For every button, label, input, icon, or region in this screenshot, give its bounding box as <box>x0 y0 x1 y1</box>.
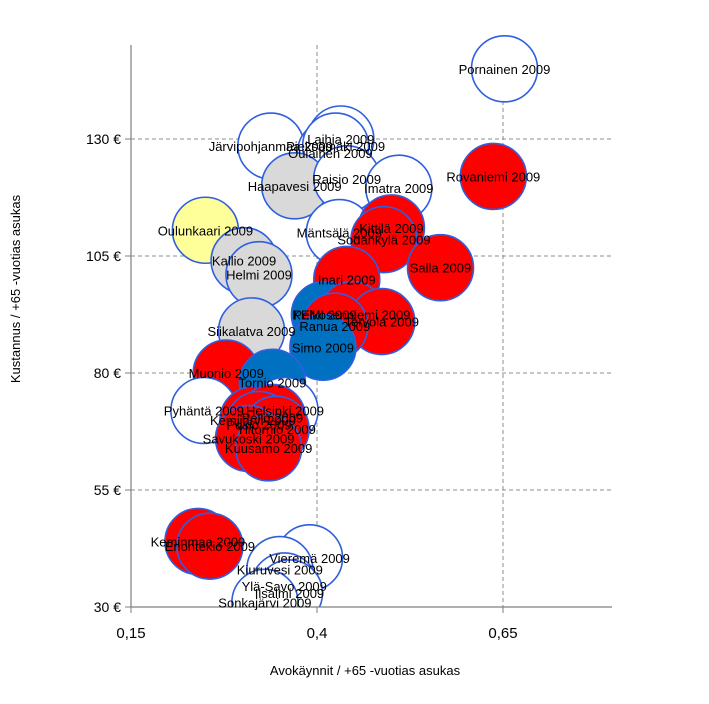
bubble-label-pieks-m-ki-2009: Pieksämäki 2009 <box>286 139 385 154</box>
x-tick-label: 0,4 <box>307 625 328 642</box>
bubble-label-kittil-2009: Kittilä 2009 <box>359 221 423 236</box>
bubble-label-pello-2009: Pello 2009 <box>242 410 303 425</box>
bubble-label-tervola-2009: Tervola 2009 <box>345 315 419 330</box>
x-tick-label: 0,15 <box>116 625 145 642</box>
bubble-sonkaj-rvi-2009 <box>231 568 299 607</box>
y-tick-label: 105 € <box>86 248 121 264</box>
bubble-label-simo-2009: Simo 2009 <box>292 340 354 355</box>
bubble-label-inari-2009: Inari 2009 <box>318 272 376 287</box>
bubble-label-ranua-2009: Ranua 2009 <box>299 319 370 334</box>
bubble-label-savukoski-2009: Savukoski 2009 <box>203 432 295 447</box>
bubble-enonteki-2009 <box>176 512 244 580</box>
bubble-label-raisio-2009: Raisio 2009 <box>312 172 381 187</box>
bubble-label-pyh-nt-2009: Pyhäntä 2009 <box>164 403 244 418</box>
x-tick-label: 0,65 <box>488 625 517 642</box>
bubble-pornainen-2009 <box>470 35 539 103</box>
bubble-label-vierem-2009: Vieremä 2009 <box>269 551 350 566</box>
bubble-simo-2009 <box>289 313 357 382</box>
bubble-label-kemij-rvi-2009: Kemijärvi 2009 <box>210 413 296 428</box>
y-tick-label: 55 € <box>94 482 121 498</box>
tick-labels: 30 € 55 € 80 € 105 € 130 € 0,15 0,4 0,65 <box>86 131 518 642</box>
y-tick-label: 80 € <box>94 365 121 381</box>
bubble-label-oulainen-2009: Oulainen 2009 <box>288 146 373 161</box>
bubble-label-kiuruvesi-2009: Kiuruvesi 2009 <box>237 563 323 578</box>
bubble-labels: Pornainen 2009 Järvipohjanmaa 2009Laihia … <box>151 62 551 611</box>
bubble-label-j-rvipohjanmaa-2009: Järvipohjanmaa 2009 <box>209 139 333 154</box>
bubble-label-pornainen-2009: Pornainen 2009 <box>459 62 551 77</box>
bubble-label-laihia-2009: Laihia 2009 <box>307 132 374 147</box>
bubble-label-oulunkaari-2009: Oulunkaari 2009 <box>158 223 253 238</box>
bubble-label-kemi-2009: KEMI 2009 <box>292 308 356 323</box>
bubble-label-helsinki-2009: Helsinki 2009 <box>246 403 324 418</box>
bubble-label-m-nts-l-2009: Mäntsälä 2009 <box>297 226 382 241</box>
axes <box>125 45 612 613</box>
bubble-label-muonio-2009: Muonio 2009 <box>189 366 264 381</box>
bubble-label-pelkosenniemi-2009: Pelkosenniemi 2009 <box>293 308 410 323</box>
bubble-salla-2009 <box>406 233 475 302</box>
bubble-kuusamo-2009 <box>234 414 303 482</box>
bubble-label-tornio-2009: Tornio 2009 <box>238 375 306 390</box>
bubble-label-haapavesi-2009: Haapavesi 2009 <box>248 179 342 194</box>
bubble-label-iisalmi-2009: Iisalmi 2009 <box>255 586 324 601</box>
bubble-label-kallio-2009: Kallio 2009 <box>212 254 276 269</box>
bubbles <box>164 35 539 607</box>
bubble-label-enonteki-2009: Enontekiö 2009 <box>165 539 255 554</box>
bubble-label-siikalatva-2009: Siikalatva 2009 <box>207 324 295 339</box>
y-axis-title: Kustannus / +65 -vuotias asukas <box>8 194 23 383</box>
bubble-label-sonkaj-rvi-2009: Sonkajärvi 2009 <box>218 595 311 610</box>
bubble-label-helmi-2009: Helmi 2009 <box>226 268 292 283</box>
bubble-label-salla-2009: Salla 2009 <box>410 261 471 276</box>
x-axis-title: Avokäynnit / +65 -vuotias asukas <box>270 663 461 678</box>
bubble-label-ylitornio-2009: Ylitornio 2009 <box>236 422 316 437</box>
bubble-label-yl-savo-2009: Ylä-Savo 2009 <box>242 579 327 594</box>
bubble-label-imatra-2009: Imatra 2009 <box>364 181 433 196</box>
bubble-label-kuusamo-2009: Kuusamo 2009 <box>225 441 312 456</box>
bubble-label-sodankyl-2009: Sodankylä 2009 <box>337 233 430 248</box>
bubble-label-rovaniemi-2009: Rovaniemi 2009 <box>446 169 540 184</box>
y-tick-label: 130 € <box>86 131 121 147</box>
bubble-rovaniemi-2009 <box>459 142 528 211</box>
y-tick-label: 30 € <box>94 599 121 615</box>
bubble-label-posio-2009: Posio 2009 <box>226 417 291 432</box>
bubble-label-keminmaa-2009: Keminmaa 2009 <box>151 534 246 549</box>
